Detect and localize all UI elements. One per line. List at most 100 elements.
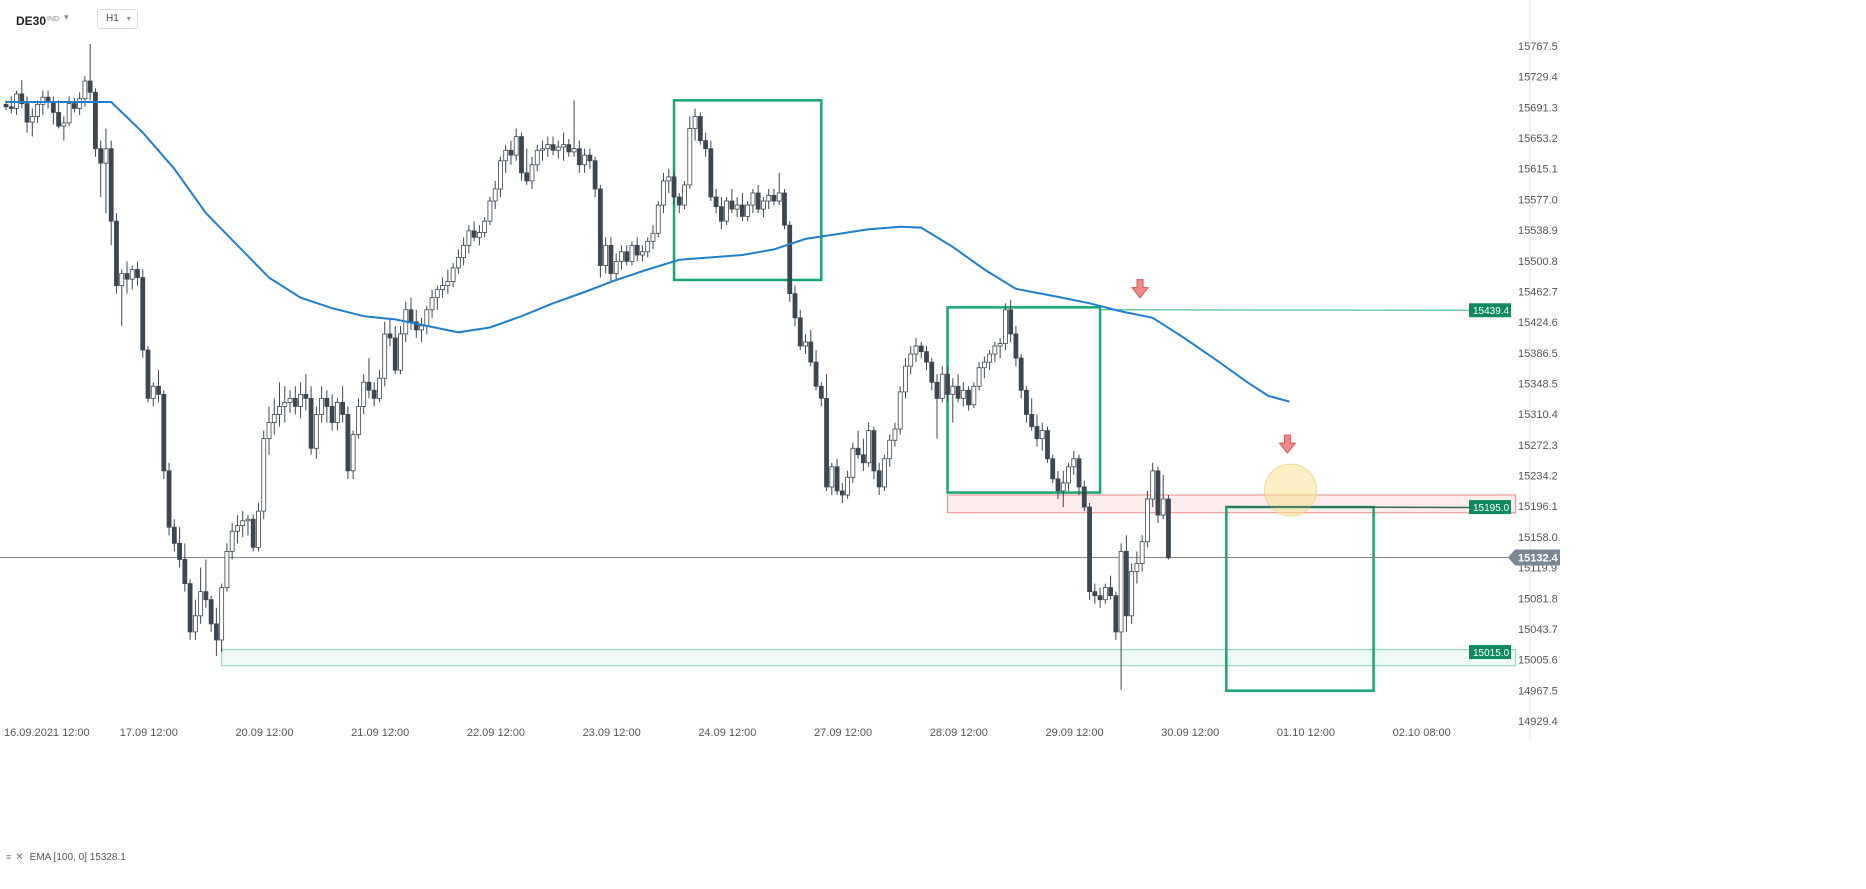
level-line-15195 <box>1226 505 1471 509</box>
bull-candle <box>450 267 456 282</box>
candles <box>3 43 1171 690</box>
bear-candle <box>1166 498 1171 559</box>
bear-candle <box>808 341 814 363</box>
bear-candle <box>471 230 477 238</box>
time-axis: 16.09.2021 12:00 17.09 12:00 20.09 12:00 21… <box>4 727 1451 739</box>
bear-candle <box>792 293 798 319</box>
bull-candle <box>734 204 740 210</box>
bull-candle <box>261 438 267 512</box>
bull-candle <box>129 269 135 280</box>
bear-candle <box>782 192 787 226</box>
price-label-bg <box>1469 303 1511 318</box>
bear-candle <box>98 148 104 164</box>
bull-candle <box>866 430 872 464</box>
bull-candle <box>198 591 204 617</box>
bear-candle <box>1113 595 1119 633</box>
bear-candle <box>292 397 298 407</box>
bull-candle <box>1102 587 1108 601</box>
y-tick-label: 15653.2 <box>1518 133 1558 145</box>
bull-candle <box>687 128 693 186</box>
x-tick-label: 24.09 12:00 <box>698 727 756 739</box>
close-icon[interactable]: ✕ <box>15 852 24 863</box>
timeframe-select[interactable]: H1 ▾ <box>97 9 138 29</box>
bear-candle <box>308 397 314 449</box>
bear-candle <box>19 93 25 104</box>
y-tick-label: 15767.5 <box>1518 41 1558 53</box>
bull-candle <box>61 122 67 127</box>
arrow-down-icon <box>1278 434 1297 454</box>
price-label: 15015.0 <box>1473 648 1510 659</box>
bear-candle <box>587 154 593 162</box>
bull-candle <box>498 160 503 190</box>
bull-candle <box>903 365 908 393</box>
ema-line <box>6 101 1290 403</box>
bear-candle <box>324 397 330 407</box>
bull-candle <box>1145 498 1150 543</box>
x-tick-label: 22.09 12:00 <box>467 727 525 739</box>
bull-candle <box>950 385 956 395</box>
bear-candle <box>340 401 346 415</box>
bull-candle <box>245 518 251 522</box>
bull-candle <box>103 148 109 164</box>
highlight-circle <box>1263 463 1317 517</box>
bull-candle <box>282 401 288 407</box>
chevron-down-icon[interactable]: ▾ <box>64 12 69 22</box>
bear-candle <box>676 196 682 206</box>
x-tick-label: 02.10 08:00 <box>1393 727 1451 739</box>
bull-candle <box>761 200 766 210</box>
bull-candle <box>356 406 361 436</box>
chevron-down-icon: ▾ <box>126 14 131 23</box>
bull-candle <box>277 406 282 415</box>
bull-candle <box>482 220 488 233</box>
bear-candle <box>366 381 372 391</box>
bear-candle <box>955 385 961 399</box>
current-price-tag <box>1508 549 1560 566</box>
bear-candle <box>1013 333 1019 359</box>
bear-candle <box>1029 414 1035 427</box>
y-tick-label: 15500.8 <box>1518 256 1558 268</box>
bull-candle <box>829 466 835 488</box>
x-tick-label: 20.09 12:00 <box>235 727 293 739</box>
bear-candle <box>50 101 56 113</box>
horizontal-levels <box>0 309 1510 559</box>
y-tick-label: 15196.1 <box>1518 501 1558 513</box>
instrument-symbol[interactable]: DE30 <box>16 14 47 28</box>
y-tick-label: 15729.4 <box>1518 72 1558 84</box>
bull-candle <box>1060 482 1066 492</box>
bear-candle <box>787 224 793 295</box>
bull-candle <box>271 414 277 423</box>
bull-candle <box>987 353 993 363</box>
bull-candle <box>561 144 566 148</box>
bear-candle <box>182 559 188 584</box>
bear-candle <box>413 321 419 331</box>
bars-icon[interactable]: ≡ <box>6 852 12 862</box>
bull-candle <box>256 510 261 548</box>
bull-candle <box>960 389 966 399</box>
bull-candle <box>540 148 545 151</box>
y-tick-label: 15577.0 <box>1518 194 1558 206</box>
bear-candle <box>156 385 161 395</box>
bear-candle <box>1108 587 1113 597</box>
bull-candle <box>298 393 303 407</box>
arrow-down-icon <box>1131 279 1150 299</box>
y-tick-label: 15310.4 <box>1518 409 1558 421</box>
y-tick-label: 15081.8 <box>1518 593 1558 605</box>
bull-candle <box>745 204 751 217</box>
bear-candle <box>740 204 745 217</box>
x-tick-label: 30.09 12:00 <box>1161 727 1219 739</box>
bear-candle <box>708 148 714 198</box>
bull-candle <box>750 192 756 206</box>
bear-candle <box>250 518 256 548</box>
bull-candle <box>455 257 461 269</box>
y-tick-label: 15538.9 <box>1518 225 1558 237</box>
bull-candle <box>529 164 535 182</box>
bear-candle <box>713 196 719 208</box>
bull-candle <box>440 285 445 291</box>
bear-candle <box>171 526 177 544</box>
bull-candle <box>1071 458 1077 468</box>
bull-candle <box>545 144 551 150</box>
bull-candle <box>629 244 635 262</box>
bear-candle <box>140 277 146 351</box>
bull-candle <box>776 192 782 202</box>
